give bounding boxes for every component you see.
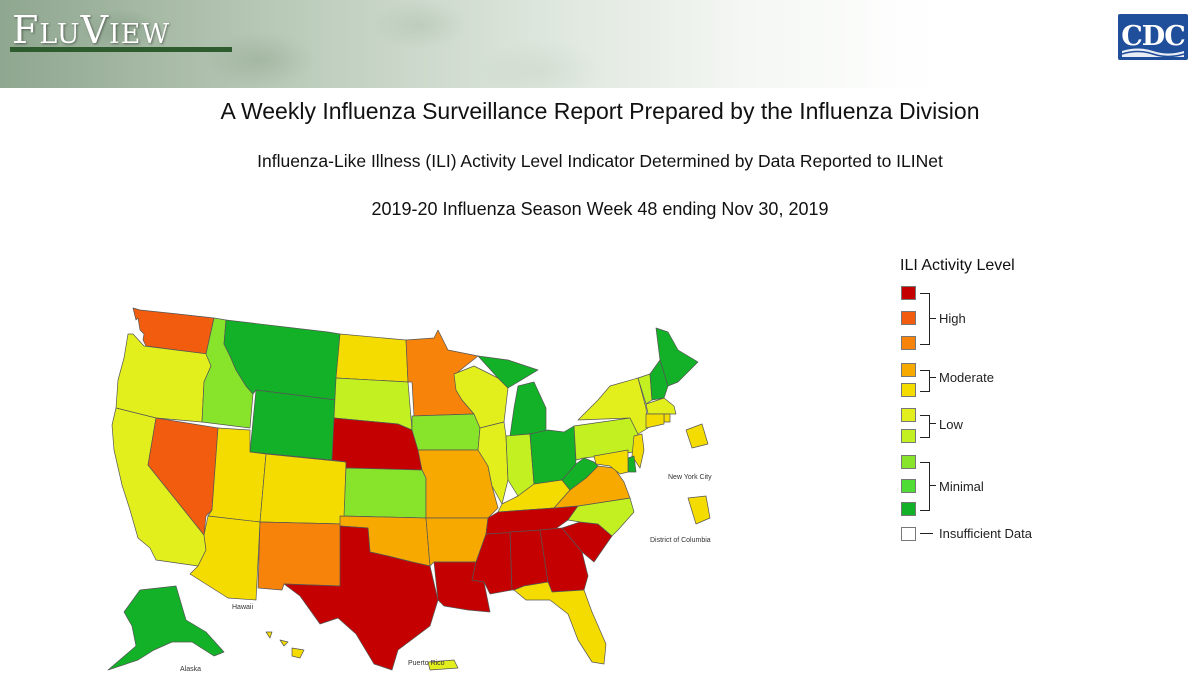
us-ili-map <box>107 307 711 671</box>
cdc-logo-graphic <box>1121 48 1185 58</box>
legend-label-insufficient: Insufficient Data <box>939 526 1032 541</box>
state-indiana[interactable] <box>505 433 535 497</box>
legend-bracket-moderate <box>920 370 930 392</box>
state-wyoming[interactable] <box>249 389 337 461</box>
legend-swatch-level-10[interactable] <box>901 286 916 300</box>
legend-tick-low <box>929 423 936 424</box>
label-hawaii: Hawaii <box>232 604 254 611</box>
state-arizona[interactable] <box>189 515 261 601</box>
state-iowa[interactable] <box>411 413 481 451</box>
report-title: A Weekly Influenza Surveillance Report P… <box>220 98 980 124</box>
legend-bracket-minimal <box>920 462 930 511</box>
legend-label-moderate: Moderate <box>939 370 994 385</box>
legend-tick-moderate <box>929 377 936 378</box>
legend-dash-insufficient <box>920 533 933 534</box>
cdc-logo[interactable]: CDC <box>1118 14 1188 60</box>
legend-title: ILI Activity Level <box>900 257 1015 274</box>
district-of-columbia-box[interactable] <box>687 495 711 525</box>
fluview-logo-underline <box>10 47 232 52</box>
legend-label-low: Low <box>939 417 963 432</box>
header-banner: FluView CDC <box>0 0 1200 88</box>
state-colorado[interactable] <box>259 453 347 525</box>
state-alaska[interactable] <box>107 585 225 671</box>
label-district-of-columbia: District of Columbia <box>650 537 711 544</box>
legend-swatch-level-9[interactable] <box>901 311 916 325</box>
state-washington[interactable] <box>132 307 215 355</box>
state-north-dakota[interactable] <box>335 333 409 383</box>
legend-swatch-level-7[interactable] <box>901 363 916 377</box>
legend-swatch-level-5[interactable] <box>901 408 916 422</box>
cdc-logo-text: CDC <box>1121 21 1185 52</box>
legend-swatch-level-6[interactable] <box>901 383 916 397</box>
legend-swatch-level-1[interactable] <box>901 502 916 516</box>
state-hawaii[interactable] <box>265 631 305 659</box>
state-new-jersey[interactable] <box>631 433 645 469</box>
legend-swatch-insufficient[interactable] <box>901 527 916 541</box>
territory-puerto-rico[interactable] <box>427 659 459 671</box>
label-puerto-rico: Puerto Rico <box>408 660 445 667</box>
legend-swatch-level-4[interactable] <box>901 429 916 443</box>
season-week-title: 2019-20 Influenza Season Week 48 ending … <box>371 199 829 219</box>
legend-swatch-level-2[interactable] <box>901 479 916 493</box>
legend-bracket-high <box>920 293 930 345</box>
legend-label-minimal: Minimal <box>939 479 984 494</box>
state-new-hampshire[interactable] <box>649 359 669 401</box>
state-florida[interactable] <box>513 581 607 665</box>
state-connecticut[interactable] <box>645 413 665 429</box>
state-rhode-island[interactable] <box>663 413 671 423</box>
legend-tick-minimal <box>929 485 936 486</box>
legend-swatch-level-3[interactable] <box>901 455 916 469</box>
new-york-city-box[interactable] <box>685 423 709 449</box>
state-kansas[interactable] <box>343 467 427 519</box>
fluview-logo[interactable]: FluView <box>12 8 171 52</box>
state-texas[interactable] <box>283 525 439 671</box>
label-alaska: Alaska <box>180 666 202 673</box>
report-subtitle: Influenza-Like Illness (ILI) Activity Le… <box>257 151 943 171</box>
legend-swatch-level-8[interactable] <box>901 336 916 350</box>
state-new-mexico[interactable] <box>257 521 345 591</box>
legend-bracket-low <box>920 415 930 438</box>
state-new-york[interactable] <box>577 377 649 435</box>
banner-texture <box>0 0 620 88</box>
state-massachusetts[interactable] <box>645 397 677 415</box>
legend-tick-high <box>929 318 936 319</box>
state-montana[interactable] <box>223 319 341 401</box>
state-maryland[interactable] <box>593 449 629 475</box>
legend-label-high: High <box>939 311 966 326</box>
label-new-york-city: New York City <box>668 474 712 481</box>
